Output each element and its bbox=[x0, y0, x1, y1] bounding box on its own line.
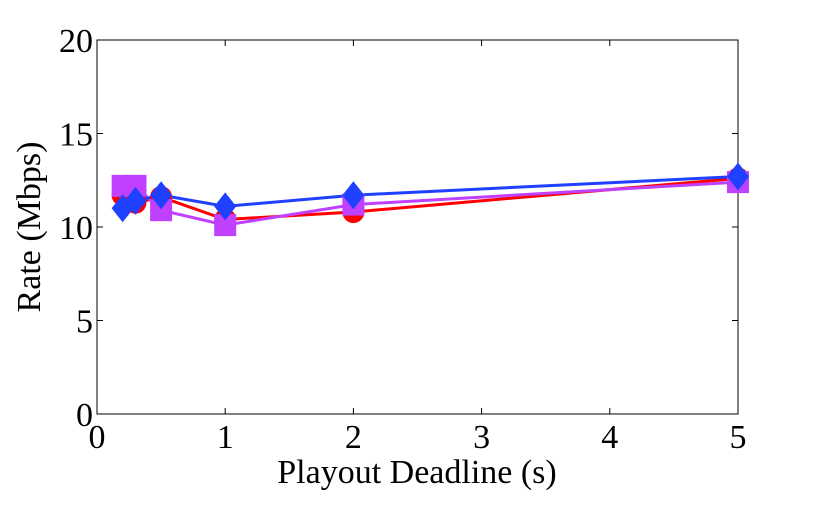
data-point-diamond bbox=[150, 181, 173, 210]
data-point-diamond bbox=[124, 186, 147, 215]
y-tick-label: 20 bbox=[59, 23, 93, 60]
y-tick-label: 5 bbox=[76, 304, 93, 341]
x-tick-label: 5 bbox=[730, 419, 747, 456]
x-tick-label: 1 bbox=[217, 419, 234, 456]
x-tick-label: 4 bbox=[601, 419, 618, 456]
y-tick-label: 15 bbox=[59, 117, 93, 154]
x-tick-label: 0 bbox=[89, 419, 106, 456]
axis-ticks: 0 1 2 3 4 5 0 5 10 15 20 bbox=[59, 23, 747, 456]
data-point-diamond bbox=[214, 192, 237, 221]
x-tick-label: 3 bbox=[473, 419, 490, 456]
x-axis-title: Playout Deadline (s) bbox=[277, 454, 557, 491]
data-point-square bbox=[150, 199, 173, 222]
y-axis-title: Rate (Mbps) bbox=[11, 142, 48, 313]
y-tick-label: 0 bbox=[76, 397, 93, 434]
data-point-square bbox=[214, 214, 237, 237]
data-point-square bbox=[124, 174, 147, 197]
series-markers bbox=[111, 162, 749, 237]
data-point-diamond bbox=[342, 181, 365, 210]
y-tick-label: 10 bbox=[59, 210, 93, 247]
x-tick-label: 2 bbox=[345, 419, 362, 456]
data-point-diamond bbox=[727, 162, 749, 191]
